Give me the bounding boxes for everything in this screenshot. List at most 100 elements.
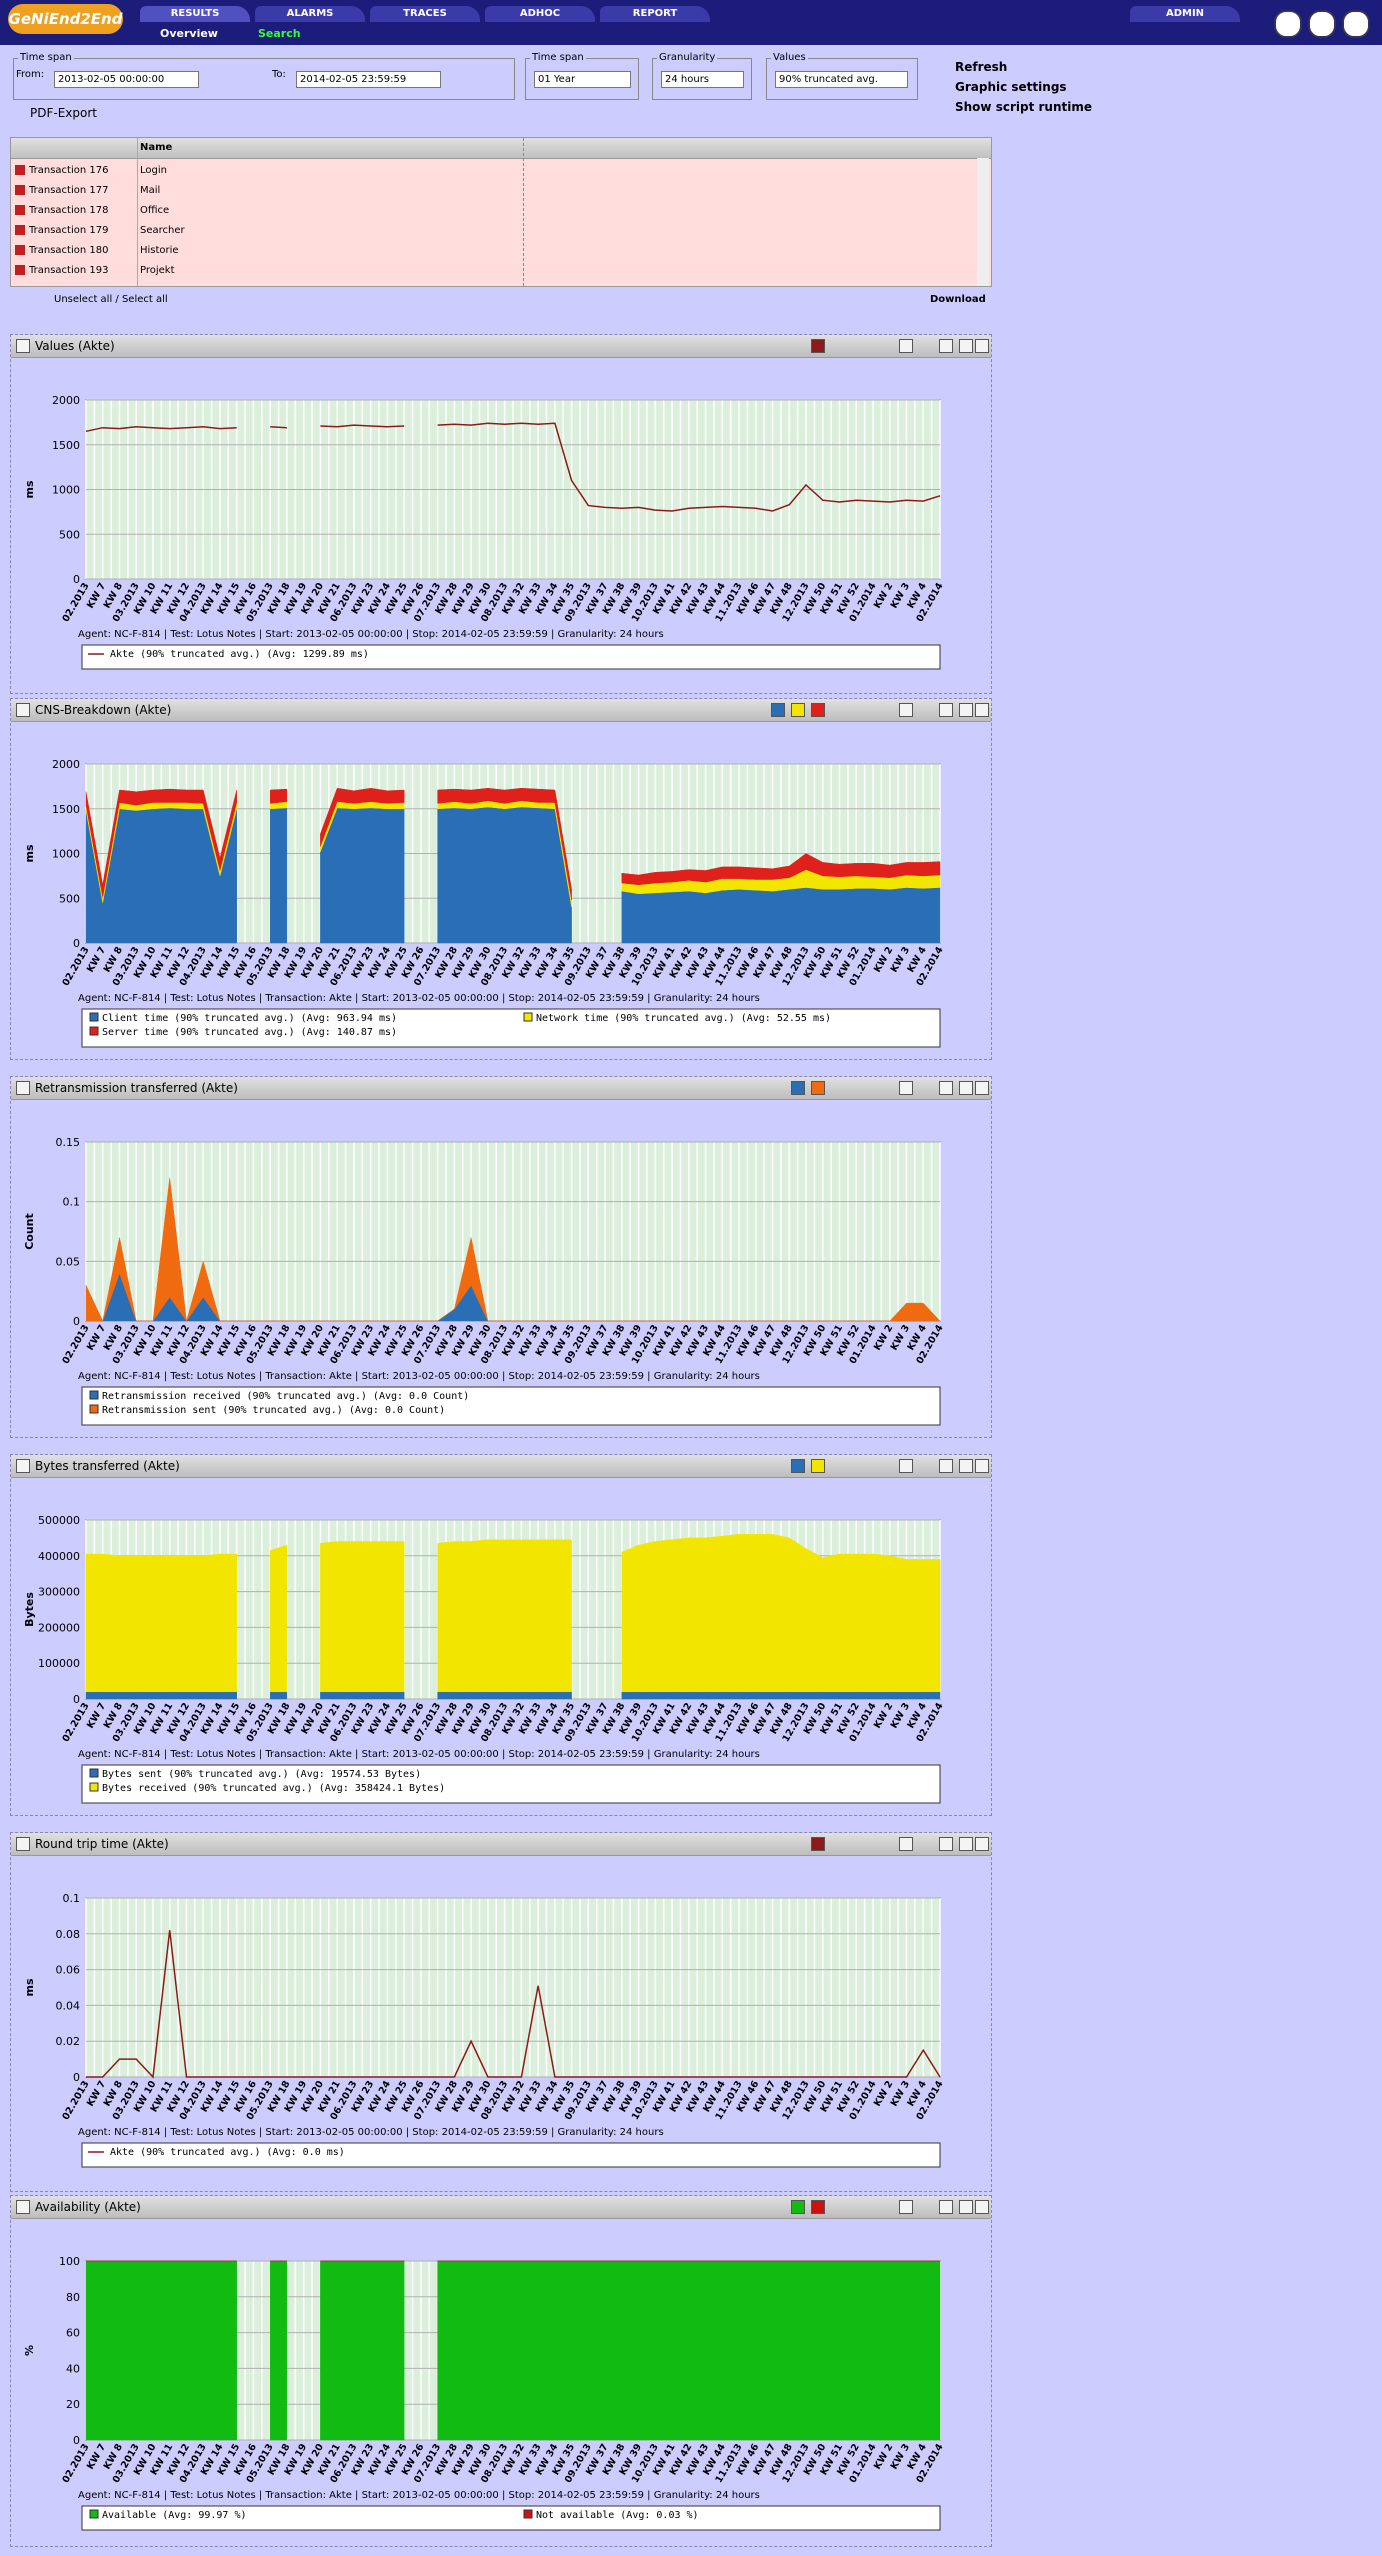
y-tick-label: 400000 [38,1550,80,1563]
chart-panel: Availability (Akte) 0 20 40 60 80 100% 02.2013 K… [10,2195,992,2547]
panel-button[interactable] [975,1081,989,1095]
panel-button[interactable] [975,339,989,353]
collapse-button[interactable] [16,1837,30,1851]
panel-button[interactable] [939,1459,953,1473]
panel-button[interactable] [975,703,989,717]
y-tick-label: 1500 [52,803,80,816]
panel-button[interactable] [939,339,953,353]
collapse-button[interactable] [16,2200,30,2214]
panel-button[interactable] [975,1837,989,1851]
panel-button[interactable] [899,2200,913,2214]
series-toggle[interactable] [791,1081,805,1095]
chart-info: Agent: NC-F-814 | Test: Lotus Notes | St… [78,2127,664,2138]
collapse-button[interactable] [16,703,30,717]
panel-button[interactable] [959,1081,973,1095]
series-toggle[interactable] [791,703,805,717]
series-toggle[interactable] [791,1459,805,1473]
scrollbar[interactable] [977,158,989,286]
chart-info: Agent: NC-F-814 | Test: Lotus Notes | Tr… [78,1371,760,1382]
tab[interactable]: TRACES [370,6,480,22]
logout-icon[interactable] [1342,10,1370,38]
panel-button[interactable] [939,1837,953,1851]
transaction-id: Transaction 193 [29,265,109,276]
panel-title: Retransmission transferred (Akte) [35,1081,238,1095]
series-toggle[interactable] [811,1459,825,1473]
y-tick-label: 0.08 [56,1928,81,1941]
series-toggle[interactable] [811,339,825,353]
panel-button[interactable] [939,2200,953,2214]
legend-label: Not available (Avg: 0.03 %) [536,2510,699,2521]
series-toggle[interactable] [811,2200,825,2214]
series-toggle[interactable] [811,703,825,717]
tab[interactable]: REPORT [600,6,710,22]
label: Granularity [657,52,718,63]
panel-button[interactable] [975,2200,989,2214]
granularity-select[interactable]: 24 hours [661,71,744,88]
panel-button[interactable] [959,339,973,353]
select-toggle[interactable]: Unselect all / Select all [54,294,168,305]
action[interactable]: Graphic settings [955,80,1067,94]
action[interactable]: Show script runtime [955,100,1092,114]
tab[interactable]: ADHOC [485,6,595,22]
panel-header: Bytes transferred (Akte) [11,1455,991,1478]
from-input[interactable]: 2013-02-05 00:00:00 [54,71,199,88]
panel-button[interactable] [975,1459,989,1473]
download[interactable]: Download [930,294,986,305]
table-header [11,138,991,159]
series-toggle[interactable] [771,703,785,717]
panel-button[interactable] [899,339,913,353]
row-icon [15,165,25,175]
series-toggle[interactable] [791,2200,805,2214]
y-tick-label: 2000 [52,758,80,771]
series-area [85,1534,941,1693]
y-tick-label: 0 [73,2434,80,2447]
logo[interactable]: GeNiEnd2End [8,4,123,34]
subtab[interactable]: Overview [160,27,218,40]
legend-label: Akte (90% truncated avg.) (Avg: 0.0 ms) [110,2147,345,2158]
values-select[interactable]: 90% truncated avg. [775,71,908,88]
y-tick-label: 0 [73,937,80,950]
panel-button[interactable] [899,703,913,717]
transaction-name: Login [140,165,167,176]
series-area [85,1177,941,1322]
panel-button[interactable] [899,1081,913,1095]
tab[interactable]: RESULTS [140,6,250,22]
series-line [85,422,941,512]
series-area [85,800,941,908]
action[interactable]: Refresh [955,60,1008,74]
collapse-button[interactable] [16,339,30,353]
tab[interactable]: ALARMS [255,6,365,22]
panel-button[interactable] [959,1459,973,1473]
legend-swatch [89,1026,99,1036]
chart-panel: Values (Akte) 0 500 1000 1500 2000 ms 02.2013 KW… [10,334,992,694]
row-icon [15,225,25,235]
tcp-icon[interactable] [1308,10,1336,38]
series-toggle[interactable] [811,1837,825,1851]
series-toggle[interactable] [811,1081,825,1095]
collapse-button[interactable] [16,1081,30,1095]
to-input[interactable]: 2014-02-05 23:59:59 [296,71,441,88]
panel-button[interactable] [959,2200,973,2214]
span-select[interactable]: 01 Year [534,71,631,88]
label: To: [272,69,286,80]
panel-title: CNS-Breakdown (Akte) [35,703,172,717]
tab[interactable]: ADMIN [1130,6,1240,22]
y-tick-label: 0 [73,573,80,586]
panel-button[interactable] [899,1837,913,1851]
panel-title: Bytes transferred (Akte) [35,1459,180,1473]
y-tick-label: 0.1 [63,1196,81,1209]
help-icon[interactable] [1274,10,1302,38]
collapse-button[interactable] [16,1459,30,1473]
transaction-id: Transaction 176 [29,165,109,176]
panel-button[interactable] [959,703,973,717]
panel-button[interactable] [899,1459,913,1473]
col-sep [137,138,138,286]
pdf-export[interactable]: PDF-Export [30,106,97,120]
panel-button[interactable] [939,1081,953,1095]
row-icon [15,205,25,215]
y-axis-label: % [23,2345,36,2356]
panel-button[interactable] [939,703,953,717]
panel-button[interactable] [959,1837,973,1851]
subtab[interactable]: Search [258,27,301,40]
